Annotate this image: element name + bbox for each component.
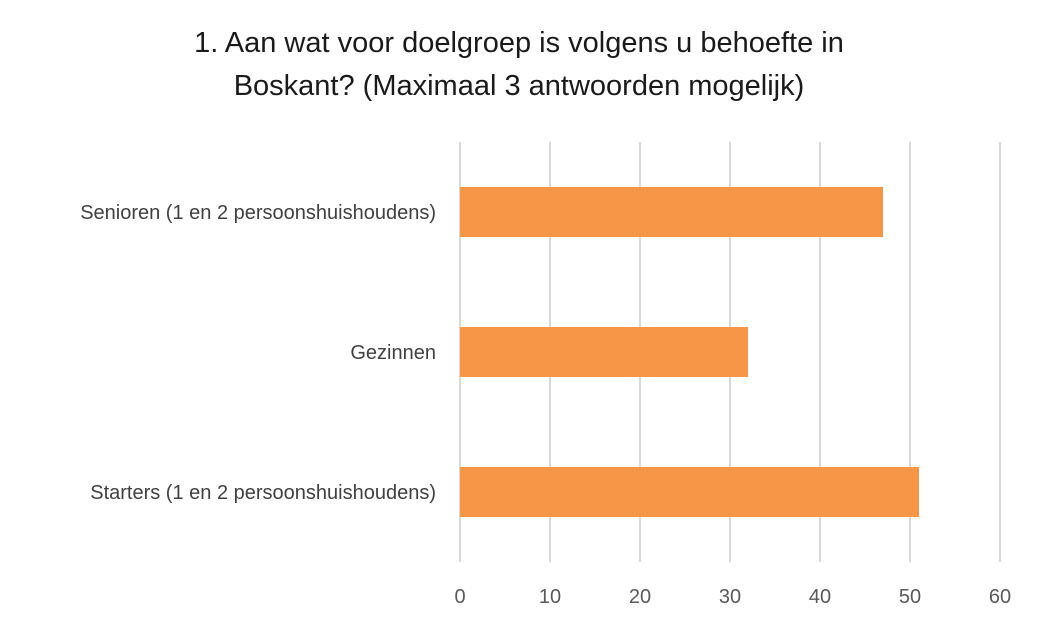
- x-tick-label: 0: [454, 586, 465, 608]
- bars: [460, 187, 919, 517]
- x-tick-label: 40: [809, 586, 831, 608]
- category-labels: Senioren (1 en 2 persoonshuishoudens) Gez…: [80, 202, 436, 504]
- chart-title-line-2: Boskant? (Maximaal 3 antwoorden mogelijk…: [233, 70, 805, 102]
- x-tick-label: 50: [899, 586, 921, 608]
- bar-1: [460, 327, 748, 377]
- chart-title-line-1: 1. Aan wat voor doelgroep is volgens u b…: [194, 27, 844, 59]
- x-tick-label: 30: [719, 586, 741, 608]
- chart-title: 1. Aan wat voor doelgroep is volgens u b…: [0, 22, 1038, 108]
- bar-2: [460, 467, 919, 517]
- category-label: Senioren (1 en 2 persoonshuishoudens): [80, 202, 436, 224]
- category-label: Gezinnen: [350, 342, 436, 364]
- x-tick-label: 60: [989, 586, 1011, 608]
- category-label: Starters (1 en 2 persoonshuishoudens): [90, 482, 436, 504]
- x-tick-label: 20: [629, 586, 651, 608]
- x-tick-label: 10: [539, 586, 561, 608]
- x-tick-labels: 0 10 20 30 40 50 60: [454, 586, 1011, 608]
- bar-0: [460, 187, 883, 237]
